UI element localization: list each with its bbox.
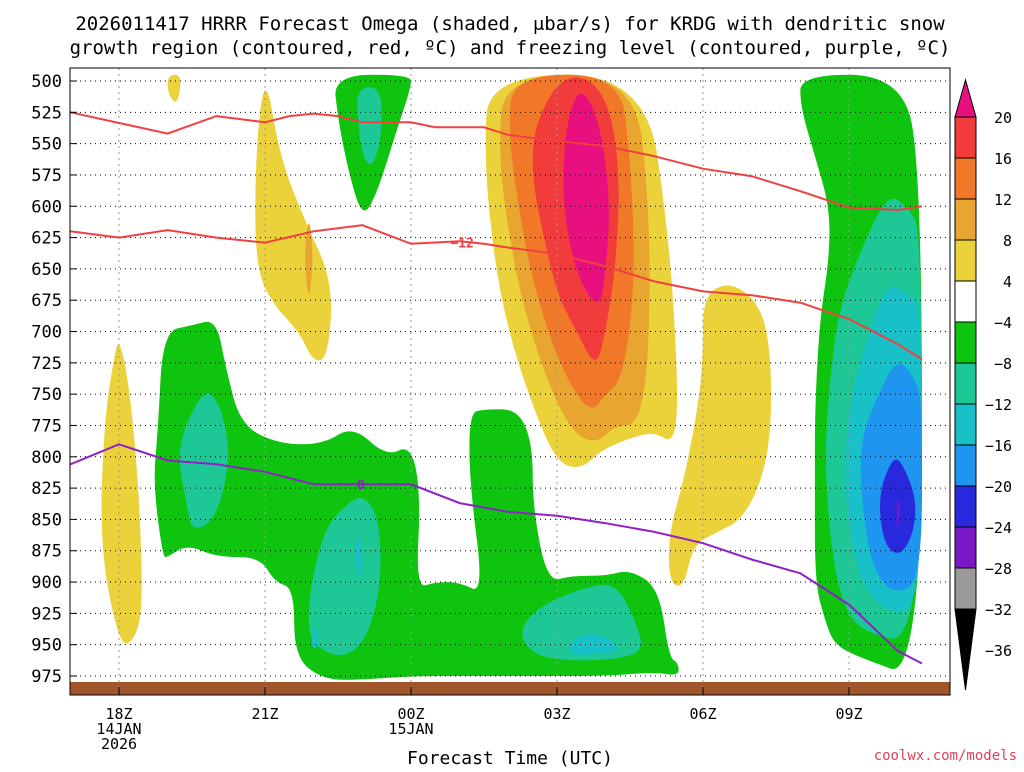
- y-tick-label: 950: [31, 636, 62, 656]
- isotherm-label: 0: [357, 478, 365, 493]
- colorbar-label: 16: [994, 150, 1012, 168]
- y-tick-label: 550: [31, 135, 62, 155]
- isotherm-labels: −12 0: [357, 237, 474, 494]
- chart-title-line1: 2026011417 HRRR Forecast Omega (shaded, …: [75, 13, 945, 35]
- colorbar-swatch: [954, 198, 977, 241]
- colorbar-swatch: [954, 485, 977, 528]
- omega-region: [312, 629, 318, 649]
- y-tick-label: 975: [31, 667, 62, 687]
- y-tick-label: 625: [31, 229, 62, 249]
- colorbar-label: −16: [985, 437, 1012, 455]
- y-tick-label: 725: [31, 354, 62, 374]
- y-tick-label: 850: [31, 510, 62, 530]
- y-tick-label: 800: [31, 448, 62, 468]
- omega-region: [167, 74, 181, 102]
- ground-terrain: [70, 682, 950, 695]
- colorbar-label: 20: [994, 109, 1012, 127]
- isotherm-line: [70, 224, 923, 360]
- colorbar-swatch: [954, 526, 977, 569]
- omega-region: [668, 285, 772, 586]
- plot-frame: [69, 67, 951, 696]
- chart-title-line2: growth region (contoured, red, ºC) and f…: [70, 37, 951, 59]
- colorbar-swatch: [954, 157, 977, 200]
- x-tick-label: 21Z: [251, 705, 278, 723]
- y-tick-label: 525: [31, 103, 62, 123]
- y-tick-label: 675: [31, 291, 62, 311]
- isotherm-label: −12: [450, 237, 473, 252]
- colorbar-swatch: [954, 362, 977, 405]
- colorbar-swatch: [954, 239, 977, 282]
- isotherm-contours: [70, 111, 923, 665]
- colorbar: 20 16 12 8 4 −4 −8 −12 −16 −20 −24 −28 −32 −36: [954, 78, 1012, 691]
- colorbar-label: −36: [985, 642, 1012, 660]
- colorbar-label: −32: [985, 601, 1012, 619]
- grid-lines: [70, 68, 950, 695]
- colorbar-label: 8: [1003, 232, 1012, 250]
- y-tick-label: 825: [31, 479, 62, 499]
- omega-region: [255, 90, 332, 361]
- omega-shading: [101, 74, 922, 680]
- colorbar-label: −12: [985, 396, 1012, 414]
- y-tick-label: 875: [31, 542, 62, 562]
- y-tick-label: 500: [31, 72, 62, 92]
- colorbar-top-triangle: [954, 78, 977, 118]
- omega-region: [568, 634, 617, 655]
- x-tick-label: 18Z: [105, 705, 132, 723]
- y-tick-label: 750: [31, 385, 62, 405]
- colorbar-label: −24: [985, 519, 1012, 537]
- x-axis-label: Forecast Time (UTC): [407, 748, 613, 768]
- y-tick-label: 775: [31, 416, 62, 436]
- omega-region: [305, 223, 313, 294]
- colorbar-swatch: [954, 280, 977, 323]
- x-tick-label: 15JAN: [388, 720, 433, 738]
- colorbar-swatch: [954, 321, 977, 364]
- x-tick-label: 14JAN: [96, 720, 141, 738]
- omega-region: [179, 393, 229, 528]
- credit-text: coolwx.com/models: [874, 748, 1017, 764]
- omega-region: [101, 344, 142, 644]
- x-tick-label: 2026: [101, 735, 137, 753]
- omega-region: [154, 321, 679, 680]
- colorbar-label: −20: [985, 478, 1012, 496]
- x-tick-label: 06Z: [689, 705, 716, 723]
- y-tick-label: 700: [31, 323, 62, 343]
- x-tick-label: 00Z: [397, 705, 424, 723]
- colorbar-swatch: [954, 403, 977, 446]
- omega-region: [896, 499, 900, 527]
- colorbar-label: −28: [985, 560, 1012, 578]
- omega-region: [355, 536, 362, 578]
- colorbar-swatch: [954, 444, 977, 487]
- x-tick-label: 09Z: [835, 705, 862, 723]
- colorbar-label: −8: [994, 355, 1012, 373]
- colorbar-bottom-triangle: [954, 608, 977, 691]
- colorbar-swatch: [954, 567, 977, 610]
- y-tick-label: 925: [31, 604, 62, 624]
- omega-region: [308, 498, 381, 656]
- y-tick-label: 900: [31, 573, 62, 593]
- colorbar-label: 12: [994, 191, 1012, 209]
- omega-region: [357, 87, 382, 165]
- x-tick-label: 03Z: [543, 705, 570, 723]
- isotherm-line: [70, 443, 923, 665]
- colorbar-label: −4: [994, 314, 1012, 332]
- y-tick-label: 600: [31, 197, 62, 217]
- y-tick-label: 650: [31, 260, 62, 280]
- y-tick-label: 575: [31, 166, 62, 186]
- isotherm-line: [70, 111, 923, 212]
- y-axis: 500 525 550 575 600 625 650 675 700 725 750 775 800 8…: [31, 72, 77, 687]
- colorbar-swatch: [954, 116, 977, 159]
- colorbar-label: 4: [1003, 273, 1012, 291]
